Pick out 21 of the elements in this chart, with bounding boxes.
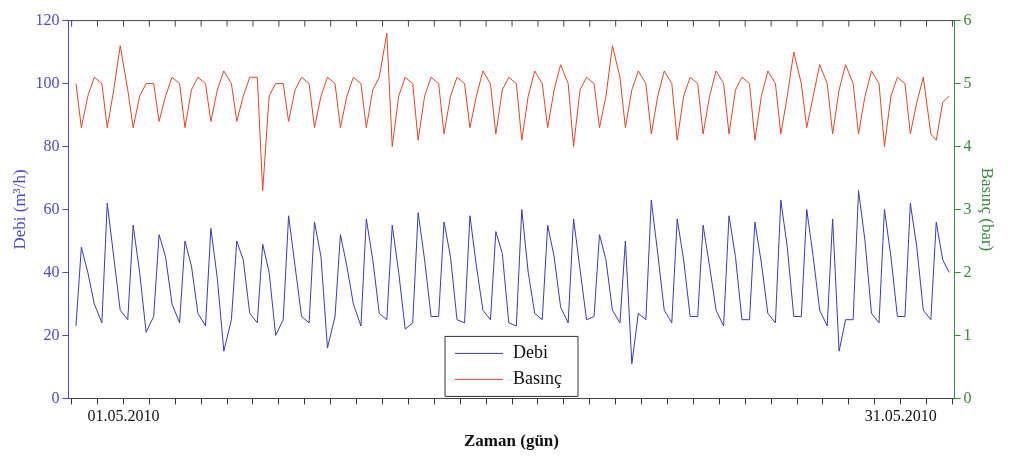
y2-tick-label: 0 [963, 388, 972, 406]
legend-label: Debi [513, 342, 548, 363]
y2-tick-label: 3 [963, 199, 972, 217]
y-tick-label: 40 [43, 262, 60, 280]
y-axis-title: Debi (m³/h) [9, 169, 29, 250]
legend-label: Basınç [513, 368, 563, 389]
x-tick-label: 01.05.2010 [87, 407, 160, 425]
y2-tick-label: 2 [963, 262, 972, 280]
y-tick-label: 80 [43, 136, 60, 154]
y2-tick-label: 5 [963, 73, 972, 91]
x-axis-title: Zaman (gün) [464, 431, 559, 451]
y-tick-label: 0 [51, 388, 60, 406]
y2-axis-title: Basınç (bar) [978, 167, 998, 252]
y-tick-label: 100 [35, 73, 60, 91]
y-tick-label: 120 [35, 10, 60, 28]
y2-tick-label: 1 [963, 325, 972, 343]
x-tick-label: 31.05.2010 [864, 407, 937, 425]
y-tick-label: 60 [43, 199, 60, 217]
y2-tick-label: 6 [963, 10, 972, 28]
y2-tick-label: 4 [963, 136, 972, 154]
y-tick-label: 20 [43, 325, 60, 343]
